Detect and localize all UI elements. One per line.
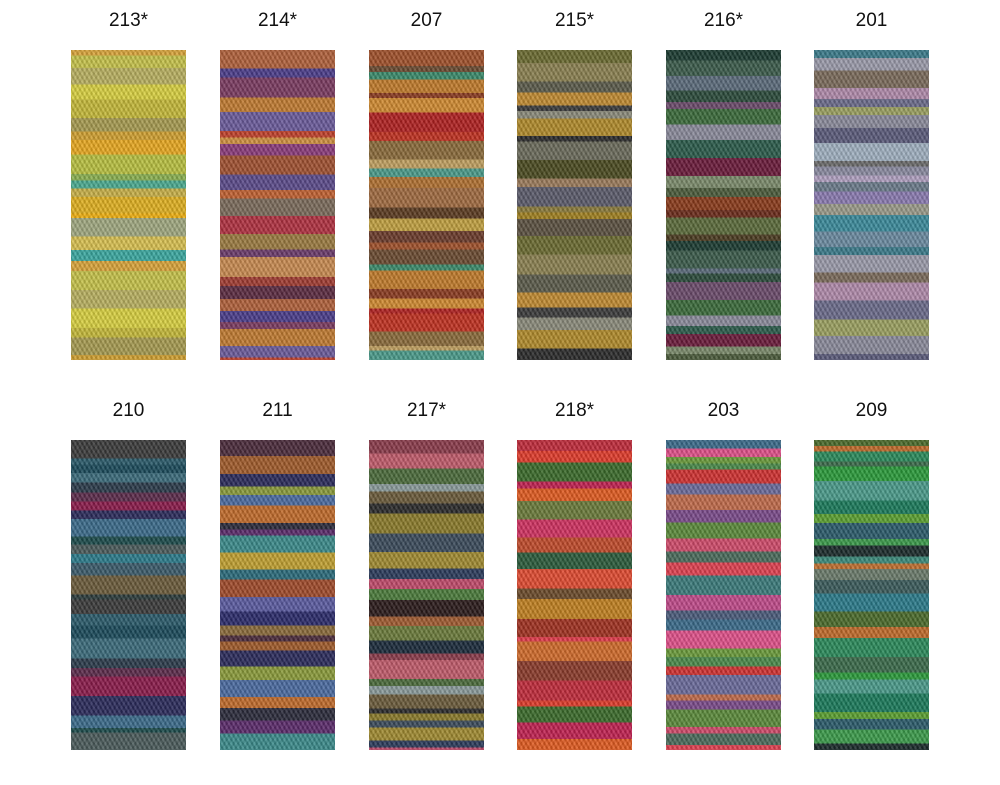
swatch-card[interactable]: 201 — [814, 0, 929, 360]
swatch-card[interactable]: 209 — [814, 390, 929, 750]
swatch-row-1: 213* 214* 207 215* 216* 201 — [0, 0, 1000, 360]
swatch-card[interactable]: 214* — [220, 0, 335, 360]
swatch-label: 216* — [703, 10, 744, 31]
yarn-swatch[interactable] — [517, 440, 632, 750]
yarn-swatch[interactable] — [220, 440, 335, 750]
swatch-label: 215* — [554, 10, 595, 31]
yarn-swatch[interactable] — [814, 50, 929, 360]
swatch-label: 207 — [410, 10, 443, 31]
swatch-label: 217* — [406, 400, 447, 421]
yarn-swatch[interactable] — [369, 50, 484, 360]
swatch-card[interactable]: 213* — [71, 0, 186, 360]
swatch-card[interactable]: 217* — [369, 390, 484, 750]
swatch-card[interactable]: 203 — [666, 390, 781, 750]
yarn-swatch[interactable] — [666, 440, 781, 750]
swatch-label: 201 — [855, 10, 888, 31]
swatch-card[interactable]: 216* — [666, 0, 781, 360]
swatch-card[interactable]: 215* — [517, 0, 632, 360]
yarn-swatch[interactable] — [666, 50, 781, 360]
swatch-row-2: 210 211 217* 218* 203 209 — [0, 390, 1000, 750]
swatch-label: 218* — [554, 400, 595, 421]
yarn-swatch[interactable] — [220, 50, 335, 360]
swatch-label: 214* — [257, 10, 298, 31]
swatch-label: 209 — [855, 400, 888, 421]
yarn-swatch[interactable] — [814, 440, 929, 750]
swatch-label: 213* — [108, 10, 149, 31]
swatch-card[interactable]: 218* — [517, 390, 632, 750]
swatch-card[interactable]: 210 — [71, 390, 186, 750]
yarn-swatch[interactable] — [71, 50, 186, 360]
swatch-label: 210 — [112, 400, 145, 421]
swatch-card[interactable]: 207 — [369, 0, 484, 360]
yarn-swatch[interactable] — [71, 440, 186, 750]
yarn-swatch[interactable] — [369, 440, 484, 750]
yarn-swatch[interactable] — [517, 50, 632, 360]
swatch-card[interactable]: 211 — [220, 390, 335, 750]
swatch-label: 211 — [262, 400, 293, 421]
swatch-label: 203 — [707, 400, 740, 421]
